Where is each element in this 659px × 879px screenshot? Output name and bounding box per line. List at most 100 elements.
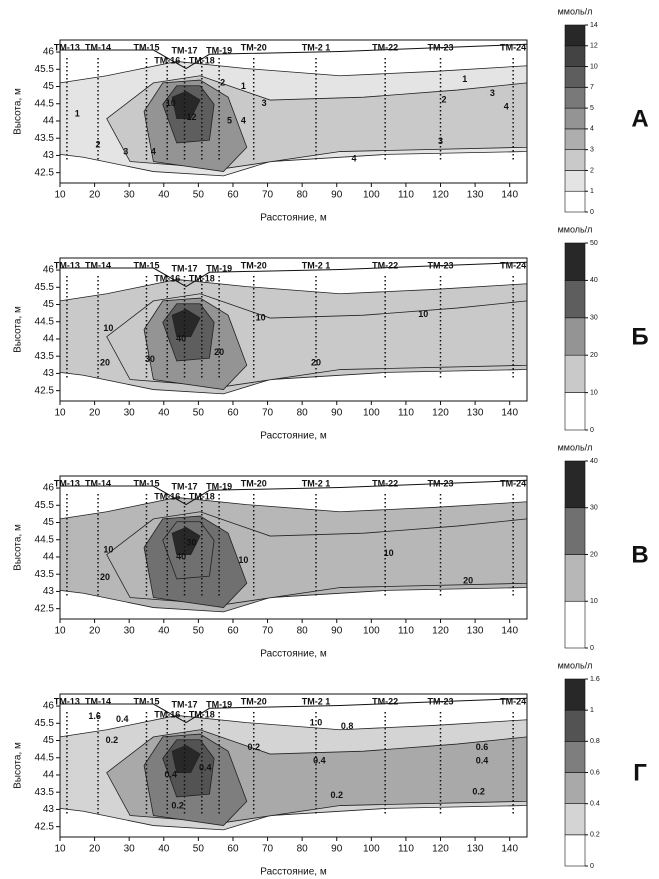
y-tick-label: 45 — [43, 299, 55, 310]
well-label: ТМ-14 — [85, 696, 111, 706]
x-tick-label: 110 — [398, 190, 414, 201]
colorbar-unit: ммоль/л — [558, 224, 593, 234]
contour-label: 3 — [490, 88, 495, 98]
colorbar-label: 0 — [590, 645, 594, 652]
colorbar-label: 20 — [590, 352, 598, 359]
colorbar-band — [564, 242, 586, 281]
well-label: ТМ-24 — [500, 478, 526, 488]
x-tick-label: 20 — [89, 408, 101, 419]
colorbar-label: 1.6 — [590, 676, 600, 683]
x-tick-label: 130 — [467, 626, 484, 637]
well-label: ТМ-19 — [206, 45, 232, 55]
colorbar-band — [564, 709, 586, 742]
x-tick-label: 100 — [363, 844, 380, 855]
colorbar-band — [564, 45, 586, 67]
well-label: ТМ-2 1 — [302, 42, 331, 52]
y-tick-label: 43 — [43, 586, 55, 597]
colorbar-band — [564, 678, 586, 711]
well-label: ТМ-20 — [241, 696, 267, 706]
y-axis-label: Высота, м — [13, 742, 24, 789]
x-tick-label: 130 — [467, 408, 484, 419]
colorbar-label: 0 — [590, 209, 594, 216]
colorbar-unit: ммоль/л — [558, 6, 593, 16]
colorbar-label: 0 — [590, 427, 594, 434]
x-tick-label: 100 — [363, 190, 380, 201]
well-label: ТМ-20 — [241, 260, 267, 270]
x-tick-label: 90 — [331, 190, 343, 201]
well-label: ТМ-16 — [154, 709, 180, 719]
contour-label: 0.4 — [313, 756, 326, 766]
x-tick-label: 40 — [158, 190, 170, 201]
x-tick-label: 90 — [331, 844, 343, 855]
colorbar-band — [564, 87, 586, 109]
well-label: ТМ-17 — [172, 699, 198, 709]
contour-band — [171, 745, 201, 774]
well-label: ТМ-19 — [206, 699, 232, 709]
x-tick-label: 10 — [54, 190, 66, 201]
x-tick-label: 40 — [158, 626, 170, 637]
y-tick-label: 45 — [43, 735, 55, 746]
well-label: ТМ-16 — [154, 491, 180, 501]
colorbar-band — [564, 803, 586, 836]
x-tick-label: 130 — [467, 190, 484, 201]
contour-label: 10 — [256, 313, 266, 323]
x-tick-label: 70 — [262, 408, 274, 419]
y-tick-label: 44 — [43, 770, 55, 781]
colorbar-unit: ммоль/л — [558, 660, 593, 670]
contour-label: 10 — [103, 323, 113, 333]
x-tick-label: 40 — [158, 844, 170, 855]
x-tick-label: 20 — [89, 190, 101, 201]
contour-label: 0.8 — [341, 721, 354, 731]
colorbar-label: 14 — [590, 22, 598, 29]
contour-label: 20 — [100, 572, 110, 582]
contour-label: 0.4 — [116, 714, 129, 724]
y-tick-label: 45 — [43, 81, 55, 92]
plot-frame — [59, 39, 528, 184]
well-label: ТМ-22 — [372, 42, 398, 52]
y-tick-label: 42.5 — [35, 385, 55, 396]
x-tick-label: 80 — [297, 626, 309, 637]
contour-label: 4 — [504, 102, 509, 112]
colorbar-label: 10 — [590, 389, 598, 396]
colorbar-label: 3 — [590, 147, 594, 154]
colorbar-label: 40 — [590, 458, 598, 465]
well-label: ТМ-16 — [154, 55, 180, 65]
surface-line — [60, 43, 528, 70]
colorbar-label: 10 — [590, 598, 598, 605]
x-tick-label: 90 — [331, 626, 343, 637]
well-label: ТМ-13 — [54, 696, 80, 706]
colorbar-label: 4 — [590, 126, 594, 133]
colorbar-band — [564, 128, 586, 150]
colorbar-band — [564, 600, 586, 649]
contour-label: 0.2 — [472, 787, 485, 797]
plot-frame — [59, 475, 528, 620]
contour-label: 4 — [151, 146, 156, 156]
y-tick-label: 43 — [43, 368, 55, 379]
x-tick-label: 10 — [54, 626, 66, 637]
contour-band — [171, 91, 201, 120]
x-tick-label: 140 — [501, 408, 518, 419]
x-tick-label: 40 — [158, 408, 170, 419]
well-label: ТМ-22 — [372, 260, 398, 270]
x-tick-label: 50 — [193, 408, 205, 419]
x-tick-label: 120 — [432, 844, 449, 855]
y-tick-label: 46 — [43, 47, 55, 58]
x-tick-label: 50 — [193, 626, 205, 637]
contour-label: 0.2 — [106, 735, 119, 745]
contour-label: 0.6 — [476, 742, 489, 752]
x-tick-label: 70 — [262, 844, 274, 855]
contour-label: 0.2 — [171, 800, 184, 810]
y-tick-label: 44 — [43, 116, 55, 127]
y-tick-label: 45.5 — [35, 718, 55, 729]
y-tick-label: 43.5 — [35, 787, 55, 798]
y-tick-label: 42.5 — [35, 603, 55, 614]
x-tick-label: 110 — [398, 408, 414, 419]
colorbar-band — [564, 507, 586, 555]
well-label: ТМ-14 — [85, 478, 111, 488]
contour-label: 1 — [462, 74, 467, 84]
x-tick-label: 120 — [432, 626, 449, 637]
colorbar-label: 7 — [590, 84, 594, 91]
x-tick-label: 10 — [54, 408, 66, 419]
well-label: ТМ-15 — [133, 696, 159, 706]
